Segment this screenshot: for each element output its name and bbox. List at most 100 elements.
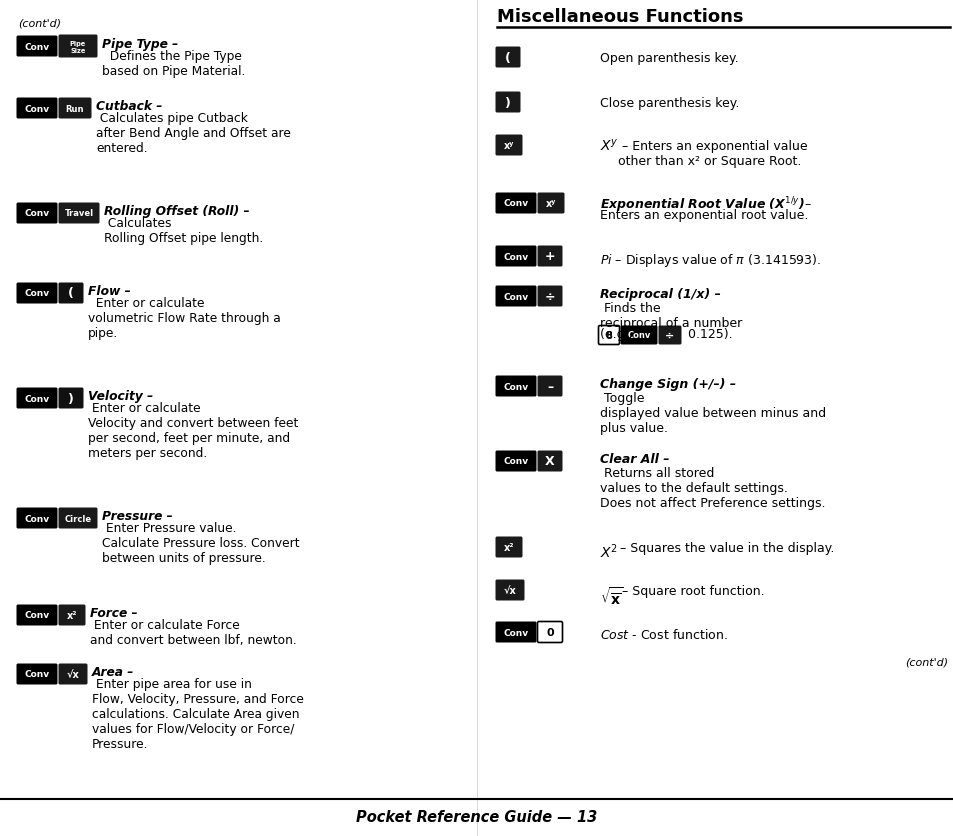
Text: Toggle
displayed value between minus and
plus value.: Toggle displayed value between minus and… (599, 391, 825, 435)
Text: $\sqrt{\mathbf{\overline{x}}}$: $\sqrt{\mathbf{\overline{x}}}$ (599, 584, 622, 607)
Text: Cutback –: Cutback – (96, 99, 162, 113)
Text: Conv: Conv (25, 43, 50, 52)
Text: ÷: ÷ (664, 330, 674, 340)
FancyBboxPatch shape (495, 622, 536, 643)
Text: – Enters an exponential value
other than x² or Square Root.: – Enters an exponential value other than… (618, 140, 807, 168)
Text: ): ) (68, 392, 74, 405)
Text: Enter or calculate Force
and convert between lbf, newton.: Enter or calculate Force and convert bet… (90, 619, 296, 646)
Text: Conv: Conv (503, 252, 528, 261)
FancyBboxPatch shape (16, 99, 57, 120)
Text: X: X (544, 455, 555, 468)
FancyBboxPatch shape (495, 580, 524, 601)
FancyBboxPatch shape (16, 37, 57, 58)
Text: Reciprocal (1/x) –: Reciprocal (1/x) – (599, 288, 720, 301)
Text: Miscellaneous Functions: Miscellaneous Functions (497, 8, 742, 26)
Text: Finds the
reciprocal of a number: Finds the reciprocal of a number (599, 302, 741, 329)
Text: Open parenthesis key.: Open parenthesis key. (599, 52, 738, 65)
Text: Circle: Circle (65, 514, 91, 522)
Text: Pressure –: Pressure – (102, 509, 172, 522)
FancyBboxPatch shape (16, 508, 57, 529)
Text: – Squares the value in the display.: – Squares the value in the display. (616, 542, 834, 554)
FancyBboxPatch shape (537, 376, 562, 397)
Text: Defines the Pipe Type
based on Pipe Material.: Defines the Pipe Type based on Pipe Mate… (102, 50, 245, 78)
Text: Clear All –: Clear All – (599, 452, 669, 466)
Text: Force –: Force – (90, 606, 137, 619)
Text: (cont'd): (cont'd) (18, 18, 61, 28)
Text: Pocket Reference Guide — 13: Pocket Reference Guide — 13 (356, 809, 597, 824)
Text: Conv: Conv (503, 457, 528, 466)
Text: –: – (546, 380, 553, 393)
Text: $\mathbf{\mathit{Pi}}$ – Displays value of $\pi$ (3.141593).: $\mathbf{\mathit{Pi}}$ – Displays value … (599, 252, 820, 268)
Text: xʸ: xʸ (503, 140, 514, 150)
FancyBboxPatch shape (16, 283, 57, 304)
Text: (: ( (68, 287, 74, 300)
FancyBboxPatch shape (495, 93, 520, 114)
Text: Returns all stored
values to the default settings.
Does not affect Preference se: Returns all stored values to the default… (599, 466, 824, 509)
Text: (cont'd): (cont'd) (904, 657, 947, 667)
FancyBboxPatch shape (16, 388, 57, 409)
FancyBboxPatch shape (58, 388, 84, 409)
Text: Velocity –: Velocity – (88, 390, 153, 402)
FancyBboxPatch shape (598, 326, 618, 345)
FancyBboxPatch shape (495, 48, 520, 69)
Text: – Square root function.: – Square root function. (618, 584, 763, 597)
FancyBboxPatch shape (58, 99, 91, 120)
FancyBboxPatch shape (537, 451, 562, 472)
Text: Enter or calculate
Velocity and convert between feet
per second, feet per minute: Enter or calculate Velocity and convert … (88, 401, 298, 460)
FancyBboxPatch shape (16, 664, 57, 685)
Text: Conv: Conv (627, 331, 650, 340)
Text: Travel: Travel (65, 209, 93, 218)
Text: Conv: Conv (503, 292, 528, 301)
Text: Area –: Area – (91, 665, 134, 678)
Text: Conv: Conv (25, 289, 50, 298)
Text: Conv: Conv (25, 209, 50, 218)
FancyBboxPatch shape (58, 203, 99, 224)
FancyBboxPatch shape (658, 326, 680, 345)
Text: xʸ: xʸ (545, 199, 556, 209)
Text: Pipe Type –: Pipe Type – (102, 38, 178, 51)
Text: √x: √x (503, 585, 516, 595)
Text: Conv: Conv (25, 394, 50, 403)
Text: Calculates pipe Cutback
after Bend Angle and Offset are
entered.: Calculates pipe Cutback after Bend Angle… (96, 112, 291, 155)
FancyBboxPatch shape (537, 193, 564, 214)
Text: 8: 8 (605, 330, 612, 340)
Text: Conv: Conv (503, 382, 528, 391)
Text: Enter pipe area for use in
Flow, Velocity, Pressure, and Force
calculations. Cal: Enter pipe area for use in Flow, Velocit… (91, 677, 304, 750)
FancyBboxPatch shape (495, 537, 522, 558)
Text: Conv: Conv (25, 104, 50, 114)
FancyBboxPatch shape (58, 35, 97, 59)
Text: x²: x² (67, 610, 77, 620)
FancyBboxPatch shape (537, 622, 562, 643)
Text: Calculates
Rolling Offset pipe length.: Calculates Rolling Offset pipe length. (104, 217, 263, 245)
FancyBboxPatch shape (58, 508, 97, 529)
FancyBboxPatch shape (537, 247, 562, 268)
Text: Run: Run (66, 104, 84, 114)
Text: Conv: Conv (25, 670, 50, 679)
Text: (: ( (504, 52, 511, 64)
FancyBboxPatch shape (58, 664, 88, 685)
Text: Flow –: Flow – (88, 285, 131, 298)
Text: Enter Pressure value.
Calculate Pressure loss. Convert
between units of pressure: Enter Pressure value. Calculate Pressure… (102, 522, 299, 564)
FancyBboxPatch shape (495, 286, 536, 307)
Text: $\mathbf{\mathit{X}}^{\mathbf{\mathit{y}}}$: $\mathbf{\mathit{X}}^{\mathbf{\mathit{y}… (599, 138, 618, 154)
Text: Conv: Conv (503, 628, 528, 637)
Text: Enter or calculate
volumetric Flow Rate through a
pipe.: Enter or calculate volumetric Flow Rate … (88, 297, 280, 339)
FancyBboxPatch shape (495, 376, 536, 397)
Text: Change Sign (+/–) –: Change Sign (+/–) – (599, 378, 736, 390)
FancyBboxPatch shape (537, 286, 562, 307)
Text: (e.g.,: (e.g., (599, 328, 636, 340)
FancyBboxPatch shape (58, 283, 84, 304)
Text: √x: √x (67, 669, 79, 679)
FancyBboxPatch shape (16, 604, 57, 626)
Text: Conv: Conv (25, 514, 50, 522)
Text: Conv: Conv (25, 611, 50, 619)
FancyBboxPatch shape (619, 326, 657, 345)
FancyBboxPatch shape (495, 247, 536, 268)
Text: Conv: Conv (503, 199, 528, 208)
FancyBboxPatch shape (58, 604, 86, 626)
Text: 0: 0 (546, 627, 554, 637)
Text: Pipe
Size: Pipe Size (70, 40, 86, 54)
Text: x²: x² (503, 543, 514, 553)
FancyBboxPatch shape (495, 193, 536, 214)
Text: $\mathbf{\mathit{Cost}}$ - Cost function.: $\mathbf{\mathit{Cost}}$ - Cost function… (599, 627, 727, 641)
